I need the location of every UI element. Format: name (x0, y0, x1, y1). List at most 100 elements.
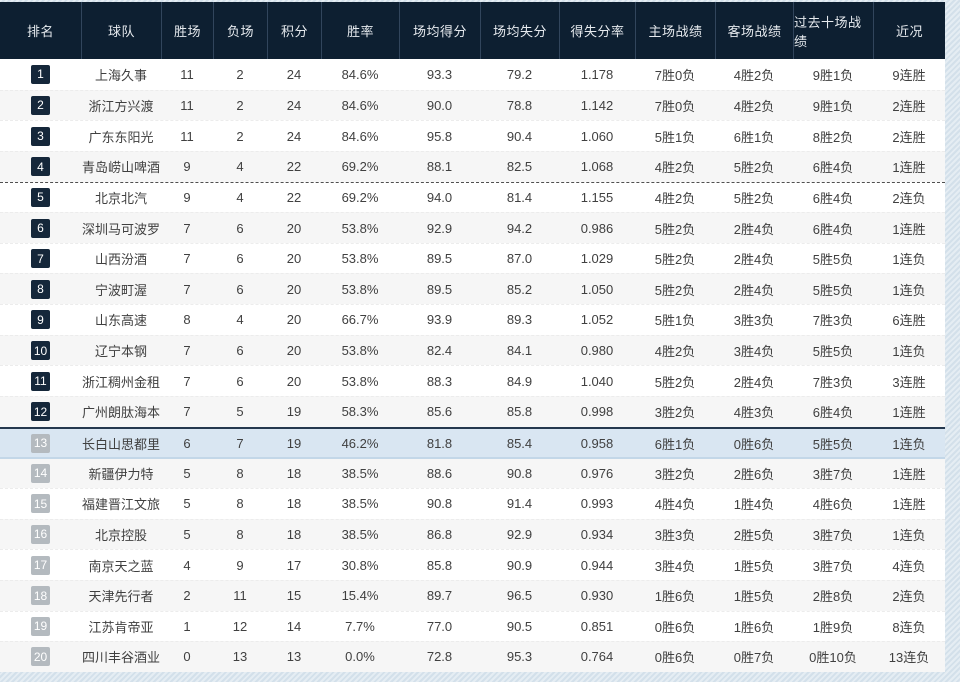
cell-wins: 11 (180, 97, 194, 113)
table-row[interactable]: 18 天津先行者 2 11 15 15.4% 89.7 96.5 0.930 1胜6负 1胜5负 2胜… (0, 579, 945, 611)
cell-ratio: 0.958 (580, 435, 614, 451)
cell-home: 1胜6负 (654, 589, 696, 605)
cell-streak: 1连胜 (892, 466, 926, 482)
rank-badge: 4 (31, 157, 50, 177)
table-row[interactable]: 9 山东高速 8 4 20 66.7% 93.9 89.3 1.052 5胜1负 3胜3负 7胜3负 6… (0, 304, 945, 335)
table-row[interactable]: 3 广东东阳光 11 2 24 84.6% 95.8 90.4 1.060 5胜1负 6胜1负 8胜2… (0, 120, 945, 151)
col-header-losses: 负场 (213, 2, 267, 59)
cell-team: 四川丰谷酒业 (81, 650, 160, 666)
cell-streak: 6连胜 (892, 313, 926, 329)
cell-losses: 6 (236, 281, 244, 297)
cell-team: 北京北汽 (94, 190, 147, 206)
table-row[interactable]: 11 浙江稠州金租 7 6 20 53.8% 88.3 84.9 1.040 5胜2负 2胜4负 7胜… (0, 365, 945, 397)
table-row[interactable]: 5 北京北汽 9 4 22 69.2% 94.0 81.4 1.155 4胜2负 5胜2负 6胜4负 2… (0, 181, 945, 213)
cell-away: 3胜4负 (733, 344, 775, 360)
cell-avg_against: 79.2 (506, 66, 533, 82)
cell-avg_for: 90.8 (426, 496, 453, 512)
table-row[interactable]: 15 福建晋江文旅 5 8 18 38.5% 90.8 91.4 0.993 4胜4负 1胜4负 4胜… (0, 487, 945, 519)
cell-streak: 3连胜 (892, 374, 926, 390)
col-header-avg_for: 场均得分 (399, 2, 480, 59)
cell-wins: 7 (183, 404, 191, 420)
cell-team: 新疆伊力特 (88, 466, 154, 482)
cell-points: 20 (286, 251, 302, 267)
cell-team: 广州朗肽海本 (81, 405, 160, 421)
cell-away: 1胜6负 (733, 619, 775, 635)
cell-home: 6胜1负 (654, 436, 696, 452)
table-row[interactable]: 12 广州朗肽海本 7 5 19 58.3% 85.6 85.8 0.998 3胜2负 4胜3负 6胜… (0, 396, 945, 427)
table-row[interactable]: 1 上海久事 11 2 24 84.6% 93.3 79.2 1.178 7胜0负 4胜2负 9胜1负… (0, 59, 945, 90)
cell-wins: 11 (180, 66, 194, 82)
cell-home: 5胜2负 (654, 374, 696, 390)
cell-home: 3胜2负 (654, 466, 696, 482)
cell-home: 7胜0负 (654, 67, 696, 83)
cell-ratio: 0.993 (580, 496, 614, 512)
table-row[interactable]: 20 四川丰谷酒业 0 13 13 0.0% 72.8 95.3 0.764 0胜6负 0胜7负 0胜… (0, 641, 945, 672)
table-row[interactable]: 13 长白山思都里 6 7 19 46.2% 81.8 85.4 0.958 6胜1负 0胜6负 5胜… (0, 426, 945, 460)
cell-ratio: 0.764 (580, 649, 614, 665)
cell-last10: 3胜7负 (812, 558, 854, 574)
rank-badge: 14 (31, 463, 50, 483)
cell-streak: 4连负 (892, 558, 926, 574)
cell-streak: 1连胜 (892, 160, 926, 176)
table-row[interactable]: 6 深圳马可波罗 7 6 20 53.8% 92.9 94.2 0.986 5胜2负 2胜4负 6胜4… (0, 212, 945, 243)
cell-last10: 6胜4负 (812, 221, 854, 237)
cell-ratio: 1.040 (580, 373, 614, 389)
cell-avg_against: 96.5 (506, 588, 533, 604)
cell-rank: 6 (0, 213, 81, 243)
rank-badge: 6 (31, 218, 50, 238)
cell-losses: 4 (236, 189, 244, 205)
table-row[interactable]: 8 宁波町渥 7 6 20 53.8% 89.5 85.2 1.050 5胜2负 2胜4负 5胜5负 1… (0, 273, 945, 305)
cell-last10: 6胜4负 (812, 160, 854, 176)
table-row[interactable]: 2 浙江方兴渡 11 2 24 84.6% 90.0 78.8 1.142 7胜0负 4胜2负 9胜1… (0, 89, 945, 121)
table-row[interactable]: 16 北京控股 5 8 18 38.5% 86.8 92.9 0.934 3胜3负 2胜5负 3胜7负… (0, 518, 945, 550)
cell-last10: 6胜4负 (812, 190, 854, 206)
cell-rank: 20 (0, 642, 81, 672)
cell-rank: 10 (0, 336, 81, 366)
cell-rank: 9 (0, 305, 81, 335)
table-row[interactable]: 7 山西汾酒 7 6 20 53.8% 89.5 87.0 1.029 5胜2负 2胜4负 5胜5负 1… (0, 242, 945, 274)
cell-points: 15 (286, 588, 302, 604)
cell-losses: 2 (236, 66, 244, 82)
cell-avg_against: 92.9 (506, 526, 533, 542)
col-header-team: 球队 (81, 2, 161, 59)
cell-wins: 7 (183, 343, 191, 359)
table-row[interactable]: 19 江苏肯帝亚 1 12 14 7.7% 77.0 90.5 0.851 0胜6负 1胜6负 1胜9… (0, 610, 945, 642)
cell-wins: 8 (183, 312, 191, 328)
cell-last10: 6胜4负 (812, 405, 854, 421)
cell-team: 广东东阳光 (88, 129, 154, 145)
cell-win_rate: 53.8% (341, 281, 379, 297)
cell-losses: 8 (236, 465, 244, 481)
table-row[interactable]: 10 辽宁本钢 7 6 20 53.8% 82.4 84.1 0.980 4胜2负 3胜4负 5胜5负… (0, 334, 945, 366)
table-row[interactable]: 4 青岛崂山啤酒 9 4 22 69.2% 88.1 82.5 1.068 4胜2负 5胜2负 6胜4… (0, 150, 945, 182)
cell-away: 0胜6负 (733, 436, 775, 452)
cell-losses: 9 (236, 557, 244, 573)
cell-away: 1胜4负 (733, 497, 775, 513)
rank-badge: 11 (31, 371, 50, 391)
cell-team: 长白山思都里 (81, 436, 160, 452)
cell-wins: 7 (183, 373, 191, 389)
cell-home: 5胜2负 (654, 252, 696, 268)
rank-badge: 13 (31, 433, 50, 453)
cell-home: 0胜6负 (654, 619, 696, 635)
rank-badge: 9 (31, 310, 50, 330)
cell-rank: 14 (0, 458, 81, 488)
cell-avg_for: 88.1 (426, 159, 453, 175)
cell-avg_against: 89.3 (506, 312, 533, 328)
cell-points: 22 (286, 189, 302, 205)
cell-away: 2胜4负 (733, 282, 775, 298)
cell-losses: 4 (236, 312, 244, 328)
cell-avg_for: 89.5 (426, 251, 453, 267)
cell-win_rate: 58.3% (341, 404, 379, 420)
cell-points: 20 (286, 312, 302, 328)
cell-home: 3胜4负 (654, 558, 696, 574)
cell-home: 3胜3负 (654, 527, 696, 543)
cell-away: 3胜3负 (733, 313, 775, 329)
cell-win_rate: 53.8% (341, 251, 379, 267)
table-row[interactable]: 17 南京天之蓝 4 9 17 30.8% 85.8 90.9 0.944 3胜4负 1胜5负 3胜7… (0, 549, 945, 580)
cell-team: 南京天之蓝 (88, 558, 154, 574)
cell-last10: 5胜5负 (812, 282, 854, 298)
cell-wins: 0 (183, 649, 191, 665)
cell-streak: 1连负 (892, 436, 926, 452)
table-row[interactable]: 14 新疆伊力特 5 8 18 38.5% 88.6 90.8 0.976 3胜2负 2胜6负 3胜7… (0, 457, 945, 488)
cell-home: 3胜2负 (654, 405, 696, 421)
